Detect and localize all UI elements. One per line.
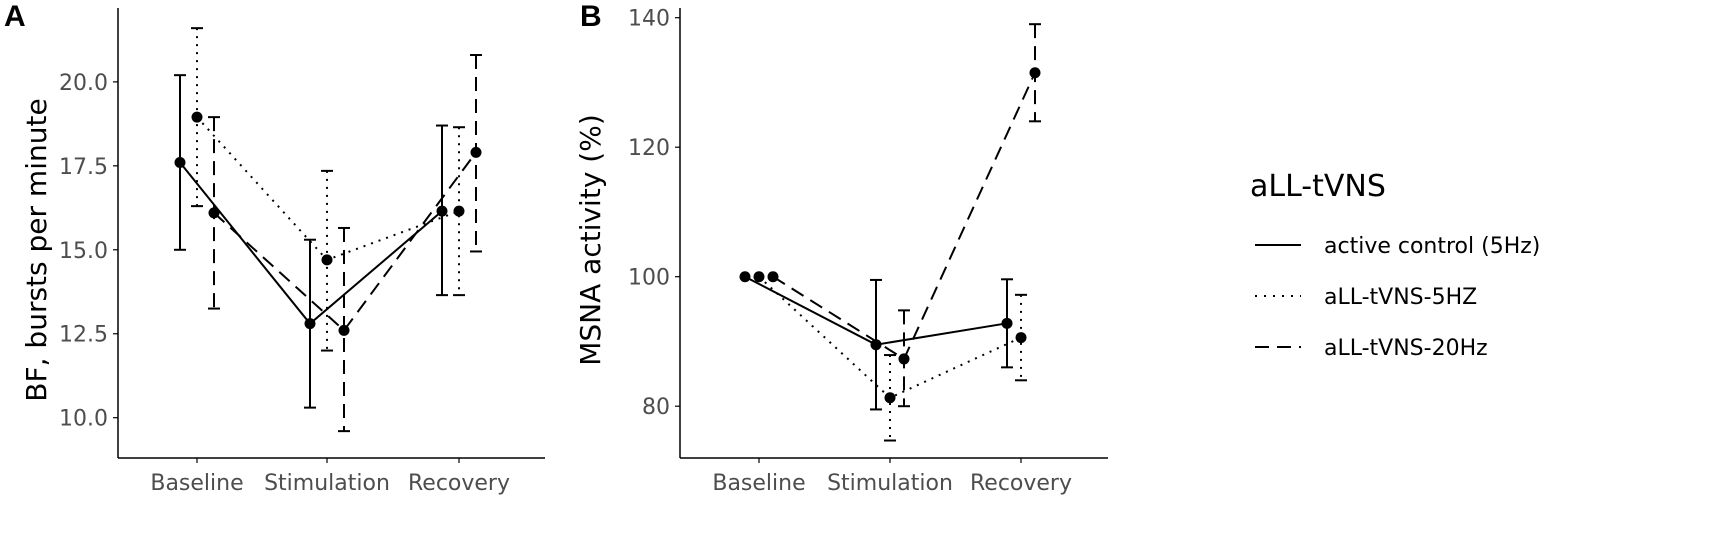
legend: aLL-tVNS active control (5Hz) aLL-tVNS-5H… — [1250, 169, 1540, 361]
panel-a-active-control-5hz-point — [174, 156, 186, 168]
panel-a-series — [174, 27, 482, 433]
panel-b-y-axis-title: MSNA activity (%) — [574, 114, 607, 366]
panel-a-active-control-5hz-point — [304, 318, 316, 330]
panel-b-x-tick-label: Baseline — [712, 471, 805, 496]
legend-label-all-tvns-20hz: aLL-tVNS-20Hz — [1324, 336, 1488, 361]
panel-a-tag: A — [4, 0, 26, 33]
panel-a-axes: 10.0 12.5 15.0 17.5 20.0 Baseline Stimulation R… — [59, 8, 545, 496]
panel-b-all-tvns-5hz-series — [753, 271, 1027, 442]
panel-a: A BF, bursts per minute 10.0 12.5 15.0 17.5… — [4, 0, 545, 496]
panel-a-y-tick-label: 10.0 — [59, 407, 108, 432]
legend-label-active-control-5hz: active control (5Hz) — [1324, 234, 1540, 259]
legend-entries: active control (5Hz) aLL-tVNS-5HZ aLL-tVNS… — [1255, 234, 1540, 361]
panel-b-y-tick-label: 100 — [628, 266, 670, 291]
panel-a-x-tick-label: Recovery — [408, 471, 510, 496]
panel-b-y-tick-label: 140 — [628, 7, 670, 32]
panel-a-all-tvns-20hz-point — [338, 324, 350, 336]
panel-b-all-tvns-5hz-point — [884, 392, 896, 404]
legend-label-all-tvns-5hz: aLL-tVNS-5HZ — [1324, 285, 1477, 310]
panel-b-y-tick-label: 120 — [628, 136, 670, 161]
panel-a-active-control-5hz-point — [436, 205, 448, 217]
panel-b-y-tick-label: 80 — [642, 395, 670, 420]
panel-a-y-axis-title: BF, bursts per minute — [20, 98, 53, 401]
panel-b-active-control-5hz-point — [739, 271, 751, 283]
panel-b-tag: B — [580, 0, 602, 33]
panel-b-all-tvns-20hz-series — [767, 23, 1041, 408]
panel-b-all-tvns-5hz-point — [753, 271, 765, 283]
panel-b: B MSNA activity (%) 80 100 120 140 Baseline S… — [574, 0, 1108, 496]
panel-a-y-tick-label: 12.5 — [59, 323, 108, 348]
panel-b-active-control-5hz-point — [870, 339, 882, 351]
panel-a-x-tick-label: Stimulation — [264, 471, 390, 496]
panel-a-all-tvns-5hz-point — [453, 205, 465, 217]
panel-b-x-tick-label: Recovery — [970, 471, 1072, 496]
panel-b-active-control-5hz-point — [1001, 317, 1013, 329]
panel-b-all-tvns-20hz-point — [767, 271, 779, 283]
panel-b-series — [739, 23, 1041, 442]
panel-b-all-tvns-20hz-point — [898, 353, 910, 365]
panel-a-all-tvns-5hz-series — [191, 27, 465, 352]
panel-a-all-tvns-20hz-series — [208, 54, 482, 433]
panel-b-x-tick-label: Stimulation — [827, 471, 953, 496]
panel-a-y-tick-label: 15.0 — [59, 239, 108, 264]
panel-a-all-tvns-5hz-point — [191, 111, 203, 123]
legend-title: aLL-tVNS — [1250, 169, 1386, 204]
panel-a-all-tvns-20hz-point — [208, 207, 220, 219]
panel-a-x-tick-label: Baseline — [150, 471, 243, 496]
panel-b-active-control-5hz-series — [739, 271, 1013, 411]
panel-a-all-tvns-20hz-point — [470, 146, 482, 158]
panel-b-all-tvns-20hz-point — [1029, 67, 1041, 79]
panel-a-all-tvns-5hz-point — [321, 254, 333, 266]
panel-a-active-control-5hz-series — [174, 74, 448, 409]
panel-a-y-tick-label: 17.5 — [59, 155, 108, 180]
panel-b-all-tvns-5hz-point — [1015, 332, 1027, 344]
panel-b-axes: 80 100 120 140 Baseline Stimulation Recovery — [628, 7, 1108, 496]
panel-a-y-tick-label: 20.0 — [59, 71, 108, 96]
